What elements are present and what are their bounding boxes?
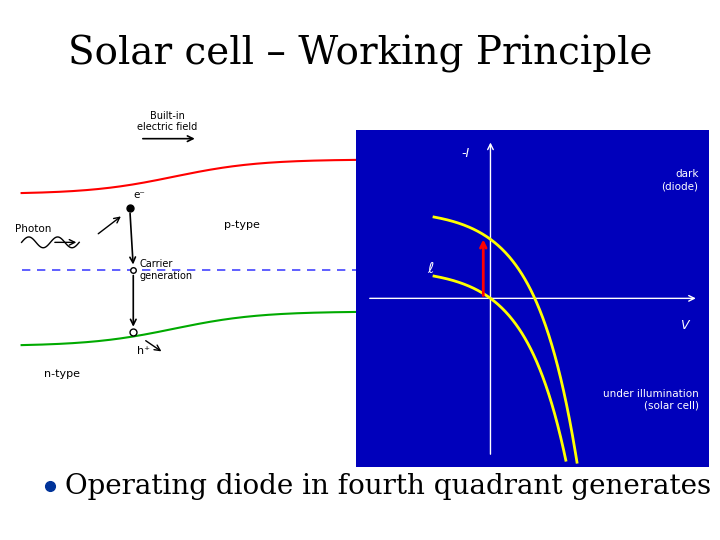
Text: under illumination
(solar cell): under illumination (solar cell) — [603, 389, 698, 410]
Text: Operating diode in fourth quadrant generates power: Operating diode in fourth quadrant gener… — [65, 472, 720, 500]
Text: V: V — [680, 319, 689, 332]
Text: h⁺: h⁺ — [137, 346, 150, 356]
Text: dark
(diode): dark (diode) — [662, 170, 698, 191]
Text: p-type: p-type — [224, 220, 259, 230]
Text: Solar cell – Working Principle: Solar cell – Working Principle — [68, 35, 652, 73]
Bar — [356, 130, 709, 467]
Text: n-type: n-type — [44, 369, 80, 379]
Text: Conduction band: Conduction band — [364, 155, 446, 165]
Text: Carrier
generation: Carrier generation — [139, 259, 192, 281]
Text: ℓ: ℓ — [428, 261, 433, 276]
Text: Built-in
electric field: Built-in electric field — [137, 111, 197, 132]
Text: e⁻: e⁻ — [133, 190, 145, 200]
Text: Valence band: Valence band — [364, 307, 429, 317]
Text: -I: -I — [462, 147, 470, 160]
Text: Fermi level: Fermi level — [364, 265, 417, 275]
Text: Photon: Photon — [15, 224, 51, 233]
